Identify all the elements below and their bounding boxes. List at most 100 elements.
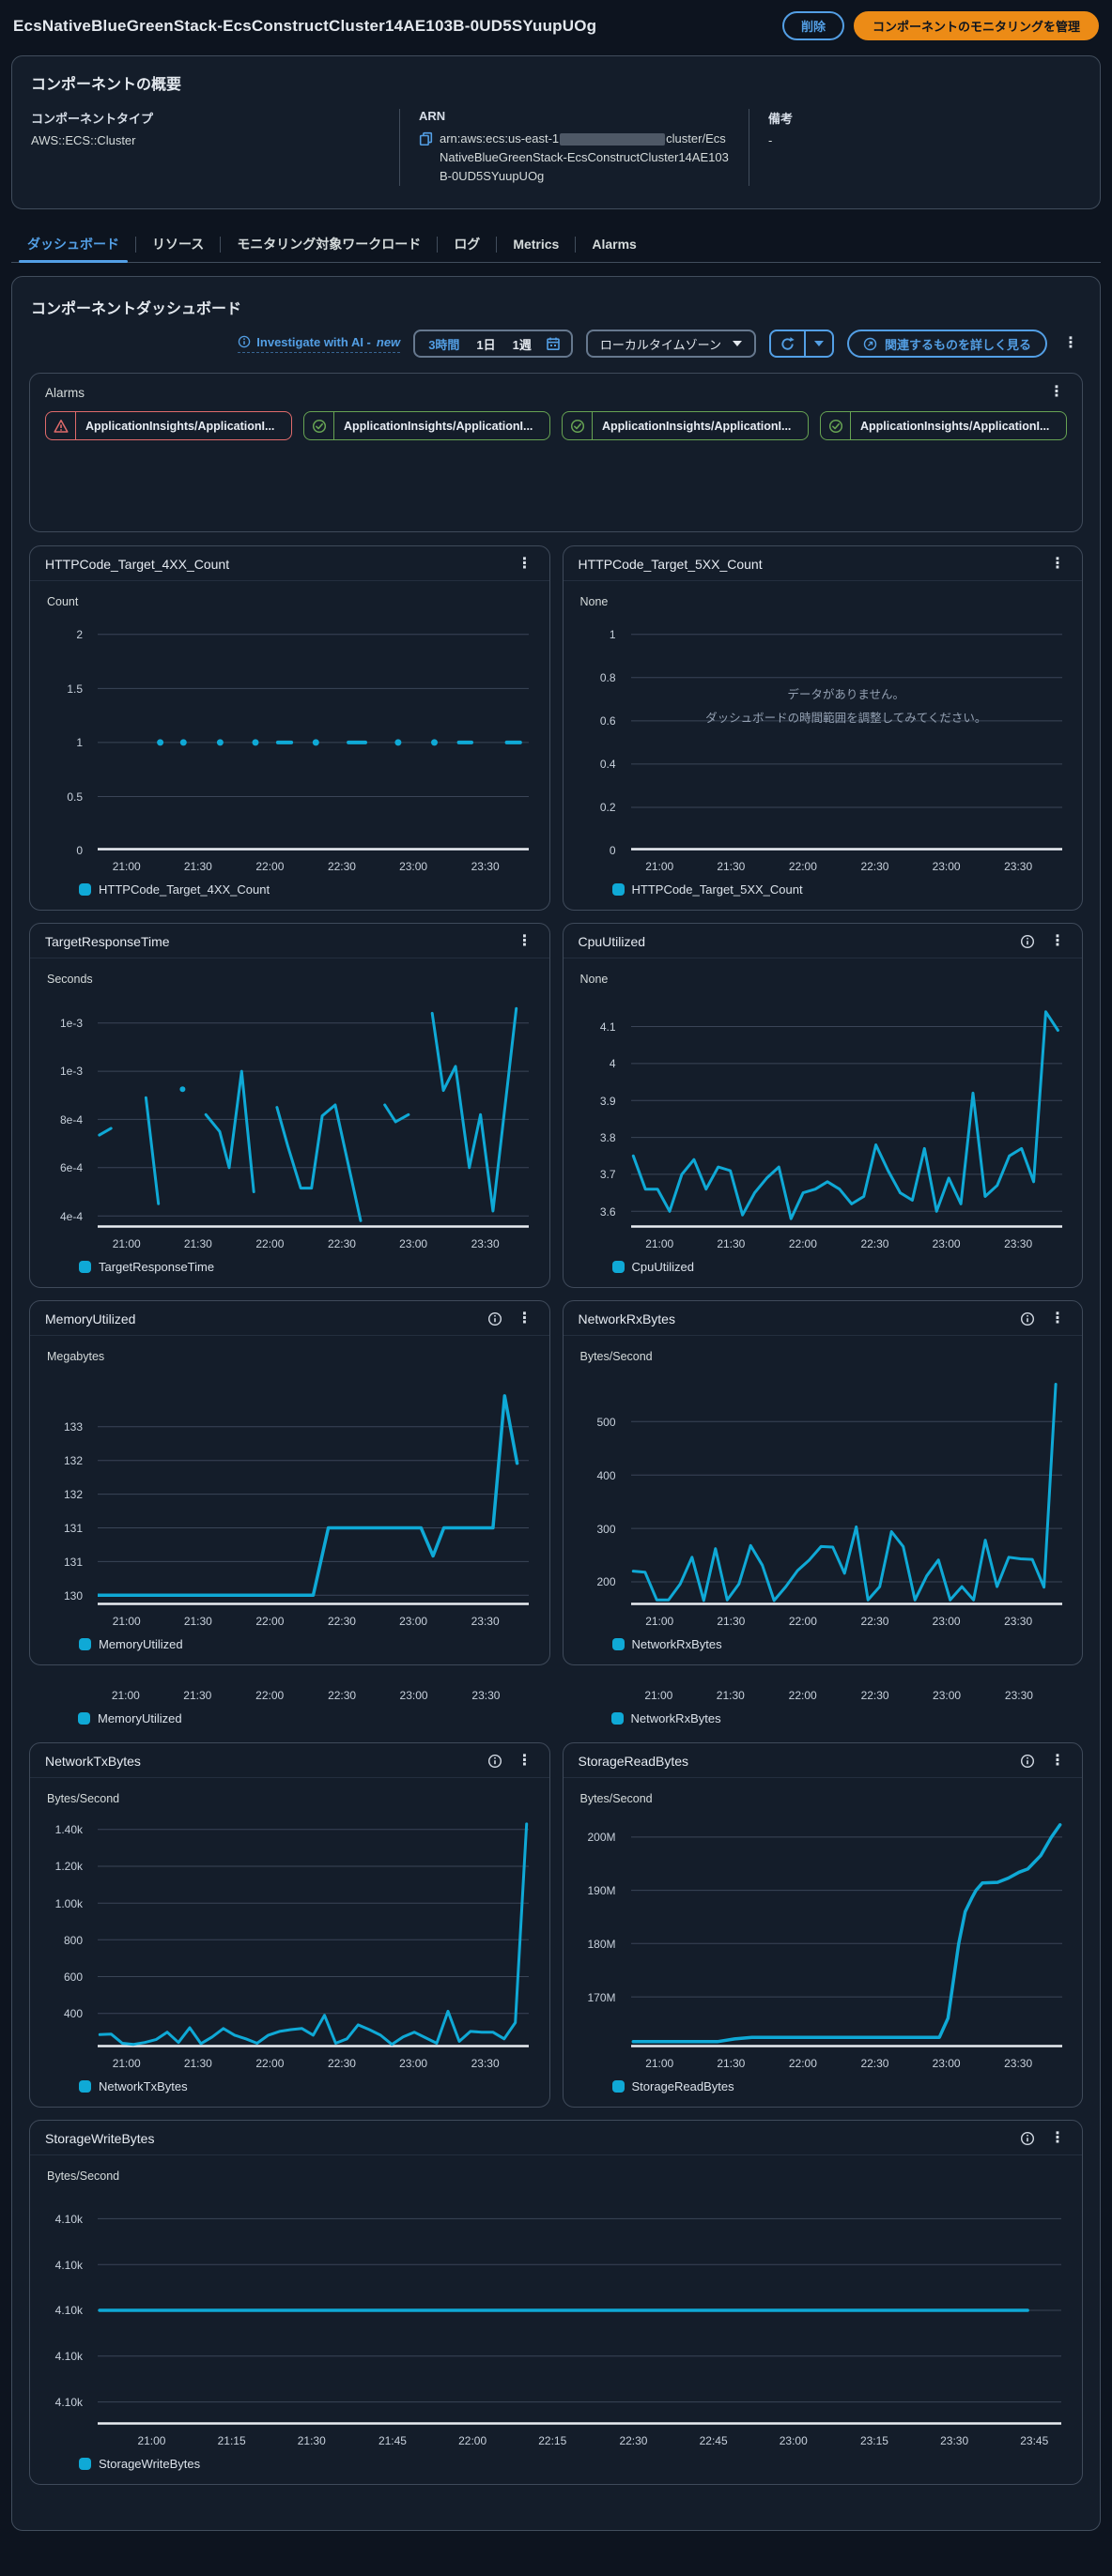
chart-unit-label: Bytes/Second [47, 1792, 120, 1806]
info-icon[interactable] [1020, 934, 1035, 949]
y-tick-label: 300 [596, 1522, 616, 1536]
refresh-options-button[interactable] [806, 331, 832, 356]
x-tick-label: 21:00 [645, 1615, 674, 1629]
warning-icon [46, 412, 75, 439]
range-1d-button[interactable]: 1日 [476, 337, 496, 352]
calendar-icon[interactable] [540, 336, 566, 351]
alarms-menu-icon[interactable]: ⋮ [1049, 384, 1064, 401]
x-tick-label: 23:00 [399, 1237, 428, 1251]
chart-menu-icon[interactable]: ⋮ [1050, 933, 1065, 950]
chart-title: StorageReadBytes [578, 1754, 689, 1770]
y-tick-label: 4.10k [54, 2212, 83, 2226]
refresh-button[interactable] [771, 331, 804, 356]
chart-menu-icon[interactable]: ⋮ [517, 1753, 533, 1770]
alarm-badge-4[interactable]: ApplicationInsights/ApplicationI... [820, 411, 1067, 441]
chart-menu-icon[interactable]: ⋮ [1050, 2130, 1065, 2147]
divider [803, 331, 806, 357]
timezone-select[interactable]: ローカルタイムゾーン [585, 330, 756, 359]
legend-label: MemoryUtilized [98, 1711, 182, 1726]
chart-unit-label: Bytes/Second [579, 1792, 653, 1806]
x-tick-label: 21:00 [645, 1237, 674, 1251]
x-tick-label: 22:15 [538, 2434, 567, 2448]
chart-header-icons: ⋮ [1020, 934, 1068, 949]
chart-plot: 3.6 3.7 3.8 3.9 4 4.1 [579, 995, 1068, 1229]
info-icon[interactable] [487, 1754, 502, 1769]
x-tick-label: 23:00 [932, 860, 961, 874]
legend-label: StorageReadBytes [631, 2079, 734, 2094]
y-tick-label: 1e-3 [59, 1065, 83, 1079]
x-axis-labels: 21:00 21:30 22:00 22:30 23:00 23:30 [631, 857, 1062, 876]
chart-title: TargetResponseTime [45, 934, 170, 950]
chart-legend: MemoryUtilized [79, 1637, 534, 1651]
alarm-badge-3[interactable]: ApplicationInsights/ApplicationI... [562, 411, 809, 441]
y-tick-label: 500 [596, 1415, 616, 1429]
chart-header: HTTPCode_Target_5XX_Count ⋮ [563, 546, 1082, 582]
chart-menu-icon[interactable]: ⋮ [517, 556, 533, 573]
x-tick-label: 22:00 [255, 1689, 285, 1703]
tab-6[interactable]: Alarms [592, 237, 637, 253]
y-tick-label: 8e-4 [59, 1112, 83, 1127]
x-tick-label: 23:00 [399, 2057, 428, 2071]
tab-2[interactable]: リソース [152, 237, 205, 253]
chart-card-network-rx-bytes: NetworkRxBytes ⋮ Bytes/Second 200 300 400 500 2… [562, 1300, 1083, 1666]
range-1w-button[interactable]: 1週 [512, 337, 532, 352]
copy-icon[interactable] [419, 131, 433, 148]
alarm-badge-label: ApplicationInsights/ApplicationI... [602, 419, 792, 433]
chart-menu-icon[interactable]: ⋮ [517, 933, 533, 950]
y-tick-label: 3.7 [599, 1168, 616, 1182]
time-range-group: 3時間 1日 1週 [413, 330, 573, 359]
chart-unit-label: None [579, 973, 609, 987]
alarms-title: Alarms [45, 385, 85, 400]
x-tick-label: 22:00 [255, 1237, 285, 1251]
x-tick-label: 21:00 [112, 860, 141, 874]
info-icon[interactable] [1020, 1311, 1035, 1326]
legend-label: TargetResponseTime [99, 1260, 215, 1275]
y-tick-label: 133 [63, 1420, 83, 1434]
arn-value: arn:aws:ecs:us-east-1 cluster/EcsNativeBl… [440, 131, 729, 184]
chart-header-icons: ⋮ [515, 557, 535, 572]
y-tick-label: 4e-4 [59, 1209, 83, 1223]
tab-divider [437, 236, 439, 253]
y-tick-label: 1e-3 [59, 1017, 83, 1031]
delete-button[interactable]: 削除 [781, 11, 844, 40]
y-tick-label: 200 [596, 1575, 616, 1589]
y-tick-label: 0.8 [599, 671, 616, 685]
chart-card-target-response-time: TargetResponseTime ⋮ Seconds 4e-4 6e-4 8e-4 1e… [29, 923, 550, 1289]
component-type-value: AWS::ECS::Cluster [31, 133, 136, 147]
investigate-with-ai-link[interactable]: Investigate with AI - new [238, 335, 401, 353]
tab-3[interactable]: モニタリング対象ワークロード [237, 237, 422, 253]
chart-menu-icon[interactable]: ⋮ [1050, 1753, 1065, 1770]
tab-5[interactable]: Metrics [513, 237, 560, 253]
info-icon[interactable] [487, 1311, 502, 1326]
chart-title: HTTPCode_Target_5XX_Count [578, 557, 763, 573]
legend-marker [79, 2080, 91, 2093]
x-axis-labels: 21:00 21:30 22:00 22:30 23:00 23:30 [98, 2054, 529, 2073]
divider [333, 412, 334, 440]
divider [592, 412, 593, 440]
chart-menu-icon[interactable]: ⋮ [1050, 556, 1065, 573]
arn-field: ARN arn:aws:ecs:us-east-1 cluster/EcsNati… [399, 109, 749, 187]
x-tick-label: 21:00 [112, 2057, 141, 2071]
alarm-badge-1[interactable]: ApplicationInsights/ApplicationI... [45, 411, 292, 441]
note-label: 備考 [768, 112, 794, 126]
legend-marker [79, 2458, 91, 2471]
x-tick-label: 22:30 [328, 1689, 357, 1703]
range-3h-button[interactable]: 3時間 [428, 337, 460, 352]
chart-menu-icon[interactable]: ⋮ [1050, 1311, 1065, 1327]
dashboard-menu-icon[interactable]: ⋮ [1063, 335, 1078, 352]
x-tick-label: 21:00 [644, 1689, 673, 1703]
tab-1[interactable]: ダッシュボード [11, 226, 135, 264]
view-related-button[interactable]: 関連するものを詳しく見る [846, 330, 1047, 359]
x-tick-label: 23:45 [1020, 2434, 1049, 2448]
manage-monitoring-button[interactable]: コンポーネントのモニタリングを管理 [853, 11, 1099, 40]
legend-marker [78, 1712, 90, 1725]
alarm-badge-2[interactable]: ApplicationInsights/ApplicationI... [303, 411, 550, 441]
x-tick-label: 21:30 [183, 2057, 212, 2071]
tab-4[interactable]: ログ [454, 237, 481, 253]
info-icon[interactable] [1020, 1754, 1035, 1769]
y-axis-labels: 4.10k 4.10k 4.10k 4.10k 4.10k [45, 2196, 90, 2425]
x-tick-label: 22:30 [860, 1237, 889, 1251]
info-icon[interactable] [1020, 2131, 1035, 2146]
chart-menu-icon[interactable]: ⋮ [517, 1311, 533, 1327]
y-tick-label: 600 [63, 1970, 83, 1984]
